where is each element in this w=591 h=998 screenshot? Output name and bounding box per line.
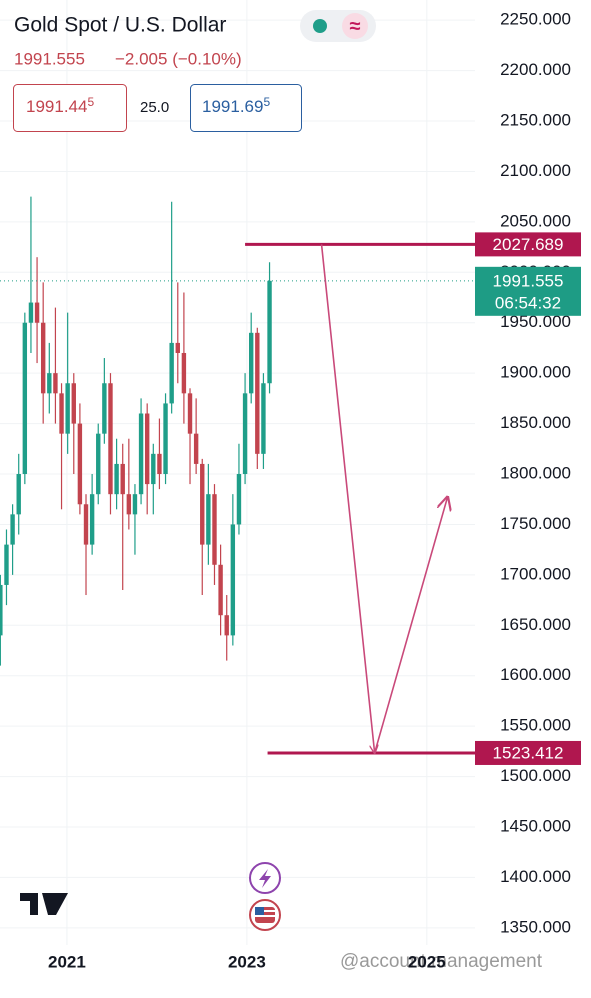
candle-body bbox=[40, 322, 46, 394]
candle-body bbox=[132, 494, 138, 515]
price-tag-value: 1991.555 bbox=[493, 271, 564, 290]
flag-canton bbox=[255, 907, 264, 915]
y-tick-label: 2100.000 bbox=[500, 161, 571, 180]
projection-arrow bbox=[320, 244, 448, 754]
candle-body bbox=[224, 615, 229, 636]
candle-body bbox=[114, 463, 119, 495]
candle-body bbox=[108, 383, 113, 495]
lightning-glyph bbox=[259, 869, 271, 888]
watermark: @account management bbox=[340, 951, 543, 972]
x-tick-label: 2023 bbox=[228, 952, 266, 971]
y-tick-label: 1950.000 bbox=[500, 312, 571, 331]
y-tick-label: 1900.000 bbox=[500, 363, 571, 382]
y-tick-label: 2200.000 bbox=[500, 60, 571, 79]
candle-body bbox=[83, 504, 89, 545]
y-tick-label: 2150.000 bbox=[500, 111, 571, 130]
symbol-title: Gold Spot / U.S. Dollar bbox=[14, 14, 226, 37]
y-tick-label: 1850.000 bbox=[500, 413, 571, 432]
candle-body bbox=[102, 383, 107, 434]
sell-main[interactable]: 1991.44 bbox=[26, 97, 87, 116]
candle-body bbox=[59, 393, 64, 434]
level-tag-value: 2027.689 bbox=[493, 235, 564, 254]
flag-stripe bbox=[255, 915, 275, 917]
candle-body bbox=[77, 423, 83, 505]
y-tick-label: 1700.000 bbox=[500, 564, 571, 583]
candle-body bbox=[267, 280, 272, 384]
candle-body bbox=[120, 463, 125, 495]
price-tag-countdown: 06:54:32 bbox=[495, 293, 561, 312]
plot bbox=[0, 196, 272, 666]
candle-body bbox=[65, 383, 70, 434]
candle-body bbox=[157, 453, 162, 475]
candle-body bbox=[261, 383, 266, 454]
buy-pip[interactable]: 5 bbox=[263, 95, 270, 109]
candle-body bbox=[212, 494, 217, 565]
y-tick-label: 1750.000 bbox=[500, 514, 571, 533]
y-tick-label: 1450.000 bbox=[500, 816, 571, 835]
candle-body bbox=[248, 332, 254, 394]
candle-body bbox=[175, 342, 180, 353]
y-tick-label: 1400.000 bbox=[500, 867, 571, 886]
candle-body bbox=[10, 514, 15, 545]
y-tick-label: 1650.000 bbox=[500, 615, 571, 634]
delay-icon-glyph: ≈ bbox=[350, 15, 361, 37]
candle-body bbox=[218, 564, 223, 616]
market-open-dot bbox=[313, 19, 327, 33]
y-tick-label: 1600.000 bbox=[500, 665, 571, 684]
candle-body bbox=[236, 474, 242, 525]
candle-body bbox=[169, 342, 174, 404]
candle-body bbox=[138, 413, 144, 495]
x-tick-label: 2025 bbox=[408, 952, 446, 971]
buy-main[interactable]: 1991.69 bbox=[202, 97, 263, 116]
candle-body bbox=[22, 322, 28, 475]
candle-body bbox=[28, 302, 34, 323]
level-tag-value: 1523.412 bbox=[493, 743, 564, 762]
candle-body bbox=[16, 474, 21, 515]
candle-body bbox=[193, 433, 199, 464]
y-tick-label: 1550.000 bbox=[500, 716, 571, 735]
candle-body bbox=[0, 584, 3, 636]
candle-body bbox=[187, 393, 193, 434]
x-tick-label: 2021 bbox=[48, 952, 86, 971]
candle-body bbox=[89, 494, 95, 545]
candle-body bbox=[163, 403, 168, 475]
buy-price[interactable]: 1991.695 bbox=[202, 95, 270, 116]
candle-body bbox=[206, 494, 211, 545]
delay-icon bbox=[342, 13, 368, 39]
y-tick-label: 1800.000 bbox=[500, 463, 571, 482]
candle-body bbox=[4, 544, 9, 585]
candle-body bbox=[53, 373, 58, 394]
tradingview-logo bbox=[20, 893, 68, 915]
y-tick-label: 1350.000 bbox=[500, 917, 571, 936]
candle-body bbox=[181, 352, 187, 394]
last-price: 1991.555 bbox=[14, 49, 85, 68]
buy-button[interactable] bbox=[190, 84, 302, 132]
candle-body bbox=[255, 332, 260, 454]
sell-price[interactable]: 1991.445 bbox=[26, 95, 94, 116]
candle-body bbox=[96, 433, 101, 495]
candle-body bbox=[34, 302, 40, 323]
sell-pip[interactable]: 5 bbox=[87, 95, 94, 109]
candle-body bbox=[144, 413, 150, 485]
candle-body bbox=[151, 453, 156, 485]
candle-body bbox=[200, 463, 205, 545]
grid bbox=[0, 0, 475, 945]
candle-body bbox=[71, 383, 76, 424]
y-tick-label: 2250.000 bbox=[500, 10, 571, 29]
y-tick-label: 2050.000 bbox=[500, 211, 571, 230]
level-tag bbox=[475, 740, 581, 765]
flag-stripe bbox=[255, 910, 275, 912]
sell-button[interactable] bbox=[13, 84, 127, 132]
candle-body bbox=[242, 393, 248, 475]
price-change: −2.005 (−0.10%) bbox=[115, 49, 242, 68]
y-tick-label: 1500.000 bbox=[500, 766, 571, 785]
spread: 25.0 bbox=[140, 99, 169, 116]
candle-body bbox=[47, 373, 52, 394]
candle-body bbox=[126, 494, 132, 515]
price-tag bbox=[475, 266, 581, 316]
candle-body bbox=[230, 524, 236, 636]
level-tag bbox=[475, 232, 581, 257]
